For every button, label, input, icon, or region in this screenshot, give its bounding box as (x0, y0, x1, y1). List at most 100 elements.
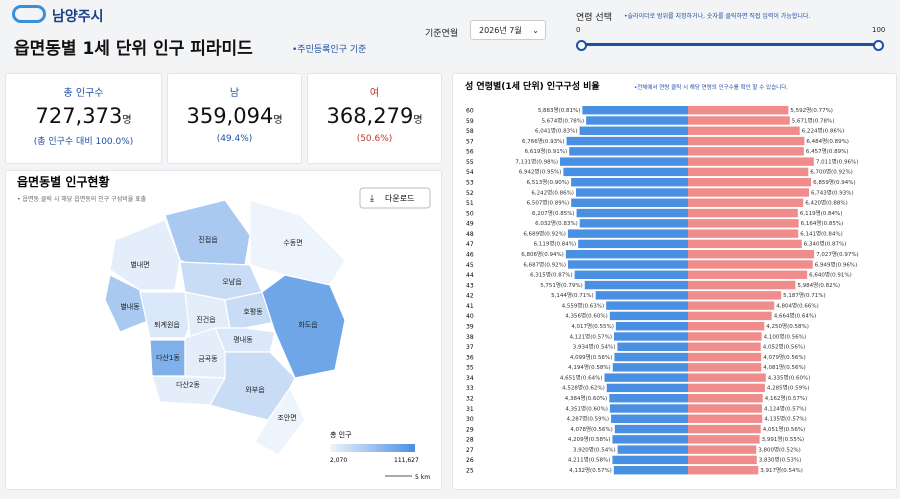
region[interactable] (261, 274, 346, 379)
age-label[interactable]: 52 (466, 190, 474, 197)
age-label[interactable]: 49 (466, 221, 474, 228)
region[interactable] (109, 219, 181, 291)
month-label: 기준연월 (425, 29, 459, 39)
bar (688, 352, 762, 362)
value-label: 6,315명(0.87%) (530, 272, 573, 279)
download-button[interactable]: ⤓ 다운로드 (359, 187, 431, 209)
page-title: 읍면동별 1세 단위 인구 피라미드 (14, 39, 253, 59)
bar (606, 383, 688, 393)
bar (614, 332, 688, 341)
bar (688, 198, 804, 207)
value-label: 6,507명(0.89%) (527, 200, 570, 207)
age-label[interactable]: 30 (466, 416, 474, 423)
age-label[interactable]: 25 (466, 468, 474, 475)
value-label: 6,640명(0.91%) (809, 272, 852, 279)
value-label: 6,484명(0.89%) (806, 138, 849, 145)
age-label[interactable]: 42 (466, 293, 474, 300)
bar (571, 178, 688, 187)
bar (575, 188, 688, 197)
value-label: 6,242명(0.86%) (531, 189, 574, 196)
region-label: 금곡동 (198, 355, 218, 363)
bar (586, 116, 688, 125)
region-label: 퇴계원읍 (154, 320, 180, 329)
value-label: 6,806명(0.94%) (521, 251, 564, 258)
age-label[interactable]: 29 (466, 426, 474, 433)
age-label[interactable]: 39 (466, 324, 474, 331)
age-label[interactable]: 26 (466, 457, 474, 464)
age-label[interactable]: 56 (466, 149, 474, 156)
pyramid-chart: 성 연령별(1세 단위) 인구구성 비율 •전체에서 연령 클릭 시 해당 연령… (465, 80, 859, 475)
age-label[interactable]: 60 (466, 108, 474, 115)
value-label: 3,920명(0.54%) (573, 446, 616, 453)
value-label: 4,335명(0.60%) (768, 374, 811, 381)
age-label[interactable]: 37 (466, 344, 474, 351)
region-label: 오남읍 (222, 277, 242, 286)
value-label: 4,384명(0.60%) (565, 395, 608, 402)
age-label[interactable]: 53 (466, 180, 474, 187)
bar (688, 147, 804, 156)
legend-min: 2,070 (330, 457, 347, 464)
age-label[interactable]: 40 (466, 313, 474, 320)
slider-handle[interactable] (873, 40, 884, 51)
bar (688, 394, 763, 403)
value-label: 6,766명(0.93%) (522, 138, 565, 145)
bar (615, 322, 688, 331)
age-label[interactable]: 48 (466, 231, 474, 238)
value-label: 4,559명(0.63%) (562, 302, 605, 309)
month-select[interactable]: 2026년 7월 ⌄ (470, 20, 546, 40)
age-max[interactable]: 100 (872, 26, 886, 34)
bar (582, 106, 688, 115)
value-label: 7,131명(0.98%) (515, 158, 558, 165)
age-label[interactable]: 46 (466, 252, 474, 259)
age-label[interactable]: 45 (466, 262, 474, 269)
age-label[interactable]: 55 (466, 159, 474, 166)
age-label[interactable]: 59 (466, 118, 474, 125)
bar (688, 466, 759, 475)
age-label[interactable]: 28 (466, 437, 474, 444)
region[interactable] (224, 291, 276, 329)
age-label[interactable]: 36 (466, 354, 474, 361)
value-label: 4,051명(0.56%) (763, 426, 806, 433)
value-label: 3,917명(0.54%) (760, 467, 803, 474)
bar (609, 394, 688, 403)
value-label: 4,211명(0.58%) (568, 457, 611, 464)
age-label[interactable]: 44 (466, 272, 474, 279)
age-label[interactable]: 35 (466, 365, 474, 372)
region[interactable] (254, 386, 306, 456)
region[interactable] (104, 274, 151, 333)
age-label[interactable]: 58 (466, 128, 474, 135)
select-caret: ⌄ (532, 26, 539, 35)
age-label[interactable]: 43 (466, 282, 474, 289)
card-label: 총 인구수 (63, 88, 104, 99)
age-label[interactable]: 54 (466, 169, 474, 176)
age-label[interactable]: 57 (466, 138, 474, 145)
age-label[interactable]: 31 (466, 406, 474, 413)
bar (606, 301, 688, 310)
age-min[interactable]: 0 (576, 26, 581, 34)
value-label: 6,700명(0.92%) (810, 169, 853, 176)
age-label[interactable]: 27 (466, 447, 474, 454)
bar (571, 198, 688, 207)
age-label[interactable]: 50 (466, 210, 474, 217)
age-label[interactable]: 47 (466, 241, 474, 248)
value-label: 4,356명(0.60%) (565, 313, 608, 320)
value-label: 4,804명(0.66%) (776, 302, 819, 309)
age-label[interactable]: 33 (466, 385, 474, 392)
bar (688, 291, 782, 300)
bar (617, 342, 688, 351)
value-label: 4,250명(0.58%) (766, 323, 809, 330)
value-label: 4,135명(0.57%) (764, 416, 807, 423)
slider-handle[interactable] (576, 40, 587, 51)
bar (688, 414, 763, 423)
age-label[interactable]: 38 (466, 334, 474, 341)
value-label: 6,420명(0.88%) (805, 200, 848, 207)
age-label[interactable]: 41 (466, 303, 474, 310)
age-label[interactable]: 32 (466, 396, 474, 403)
bar (560, 157, 688, 166)
age-label[interactable]: 34 (466, 375, 474, 382)
value-label: 6,141명(0.84%) (800, 230, 843, 237)
slider-track[interactable] (580, 43, 878, 46)
value-label: 4,162명(0.57%) (765, 395, 808, 402)
age-label[interactable]: 51 (466, 200, 474, 207)
bar (609, 311, 688, 321)
